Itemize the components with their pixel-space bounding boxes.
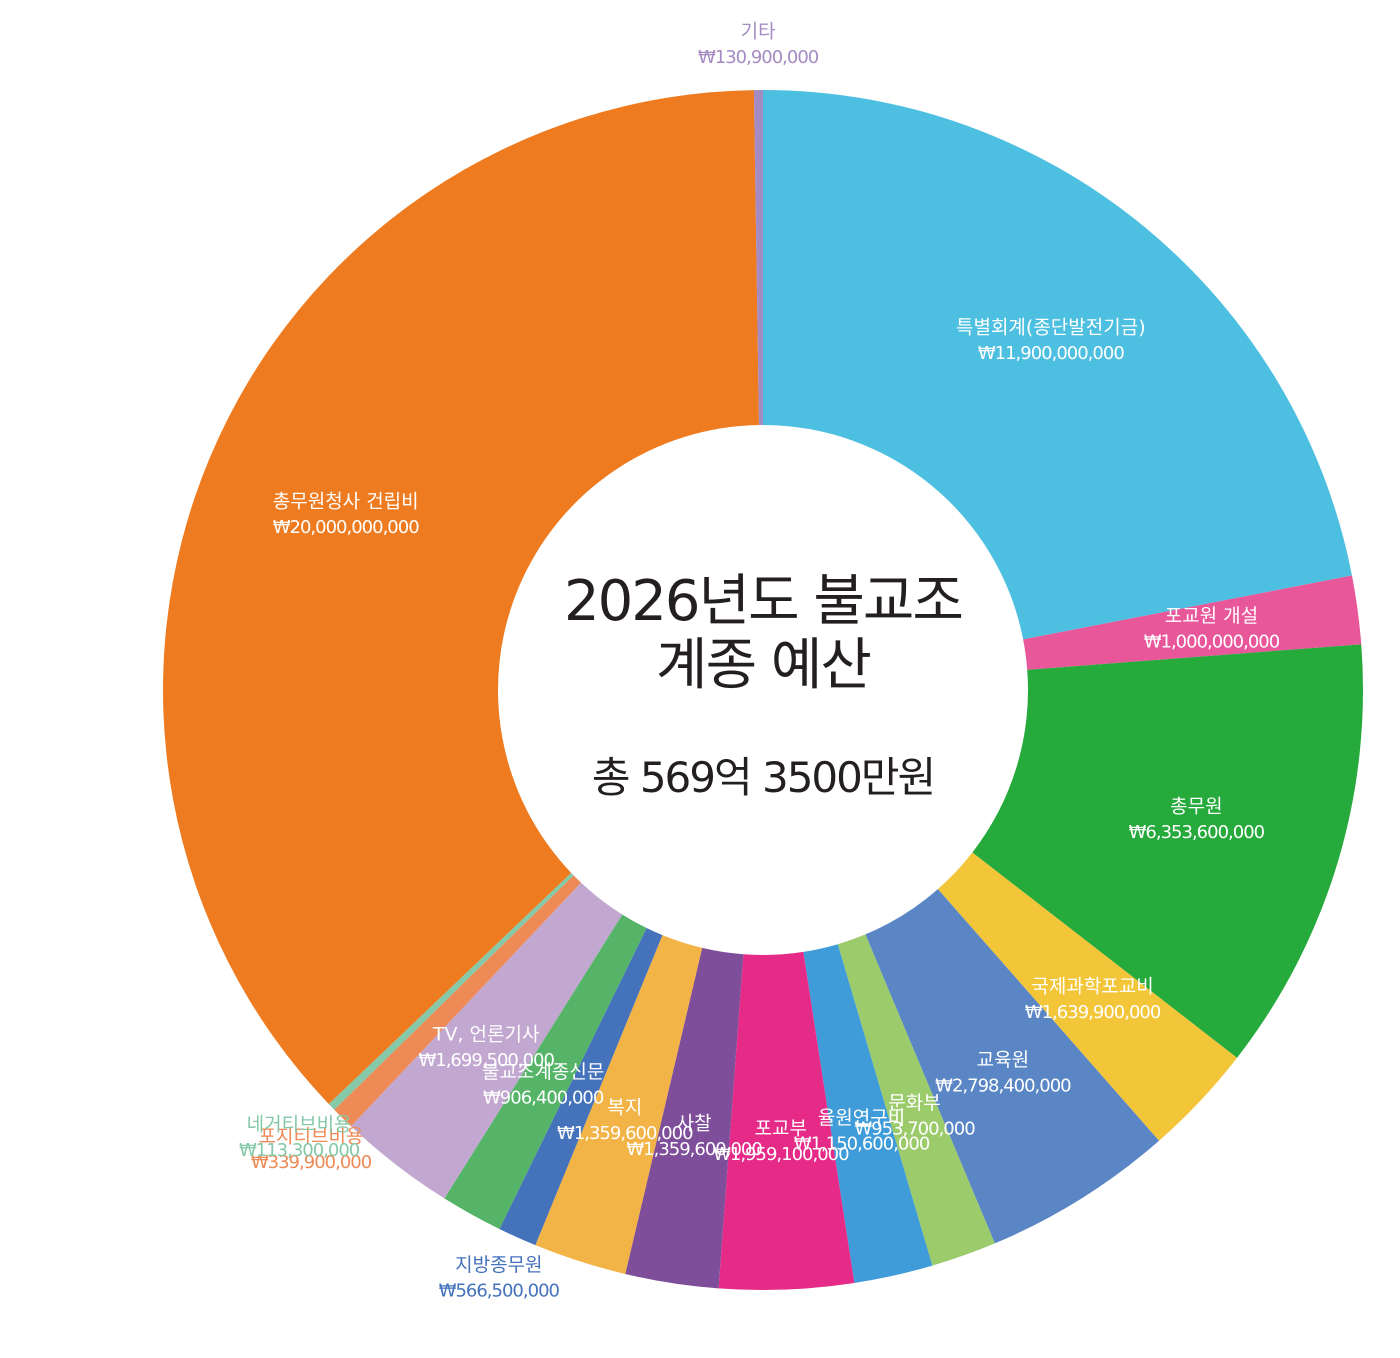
donut-slice (763, 90, 1352, 640)
slice-value-label: ₩1,150,600,000 (794, 1134, 930, 1155)
slice-label: 포교부 (755, 1118, 807, 1140)
donut-slice (351, 882, 623, 1199)
slice-label: 율원연구비 (818, 1107, 905, 1129)
donut-slice (162, 90, 759, 1105)
slice-label: 네거티브비용 (247, 1114, 352, 1136)
chart-subtitle: 총 569억 3500만원 (591, 753, 936, 802)
center-label: 2026년도 불교조계종 예산 총 569억 3500만원 (543, 570, 983, 805)
slice-value-label: ₩339,900,000 (251, 1152, 372, 1173)
slice-value-label: ₩2,798,400,000 (935, 1076, 1071, 1097)
slice-label: 국제과학포교비 (1031, 976, 1153, 998)
slice-value-label: ₩1,359,600,000 (557, 1123, 693, 1144)
slice-value-label: ₩130,900,000 (698, 47, 819, 68)
slice-value-label: ₩20,000,000,000 (273, 517, 419, 538)
donut-slice (334, 875, 582, 1127)
slice-label: 불교조계종신문 (482, 1061, 604, 1083)
slice-label: 문화부 (888, 1092, 940, 1114)
donut-slice (803, 944, 933, 1284)
slice-value-label: ₩566,500,000 (439, 1280, 560, 1301)
slice-value-label: ₩906,400,000 (483, 1088, 604, 1109)
slice-value-label: ₩1,639,900,000 (1025, 1002, 1161, 1023)
slice-value-label: ₩11,900,000,000 (978, 343, 1124, 364)
slice-label: 교육원 (977, 1049, 1029, 1071)
slice-value-label: ₩1,359,600,000 (626, 1139, 762, 1160)
slice-label: 포교원 개설 (1165, 605, 1258, 627)
slice-value-label: ₩1,959,100,000 (713, 1144, 849, 1165)
donut-slice (718, 951, 855, 1290)
slice-value-label: ₩113,300,000 (239, 1140, 360, 1161)
slice-value-label: ₩953,700,000 (854, 1118, 975, 1139)
slice-label: TV, 언론기사 (432, 1023, 540, 1045)
donut-slice (837, 934, 995, 1266)
slice-label: 총무원청사 건립비 (273, 491, 419, 513)
slice-label: 총무원 (1170, 796, 1222, 818)
donut-slice (937, 852, 1238, 1141)
slice-label: 특별회계(종단발전기금) (956, 316, 1146, 338)
slice-label: 복지 (607, 1096, 642, 1118)
slice-label: 기타 (741, 21, 776, 43)
slice-label: 지방종무원 (455, 1254, 542, 1276)
slice-value-label: ₩6,353,600,000 (1129, 822, 1265, 843)
donut-slice (625, 947, 744, 1289)
chart-title: 2026년도 불교조계종 예산 (564, 569, 964, 698)
donut-slice (753, 90, 763, 426)
slice-value-label: ₩1,000,000,000 (1144, 631, 1280, 652)
donut-slice (328, 872, 574, 1110)
slice-value-label: ₩1,699,500,000 (418, 1050, 554, 1071)
slice-label: 포지티브비용 (259, 1126, 364, 1148)
donut-slice (444, 914, 647, 1230)
donut-slice (865, 889, 1160, 1244)
slice-label: 사찰 (677, 1113, 712, 1135)
donut-slice (1023, 575, 1362, 670)
donut-slice (535, 935, 703, 1274)
donut-slice (499, 928, 663, 1246)
donut-slice (972, 644, 1363, 1058)
